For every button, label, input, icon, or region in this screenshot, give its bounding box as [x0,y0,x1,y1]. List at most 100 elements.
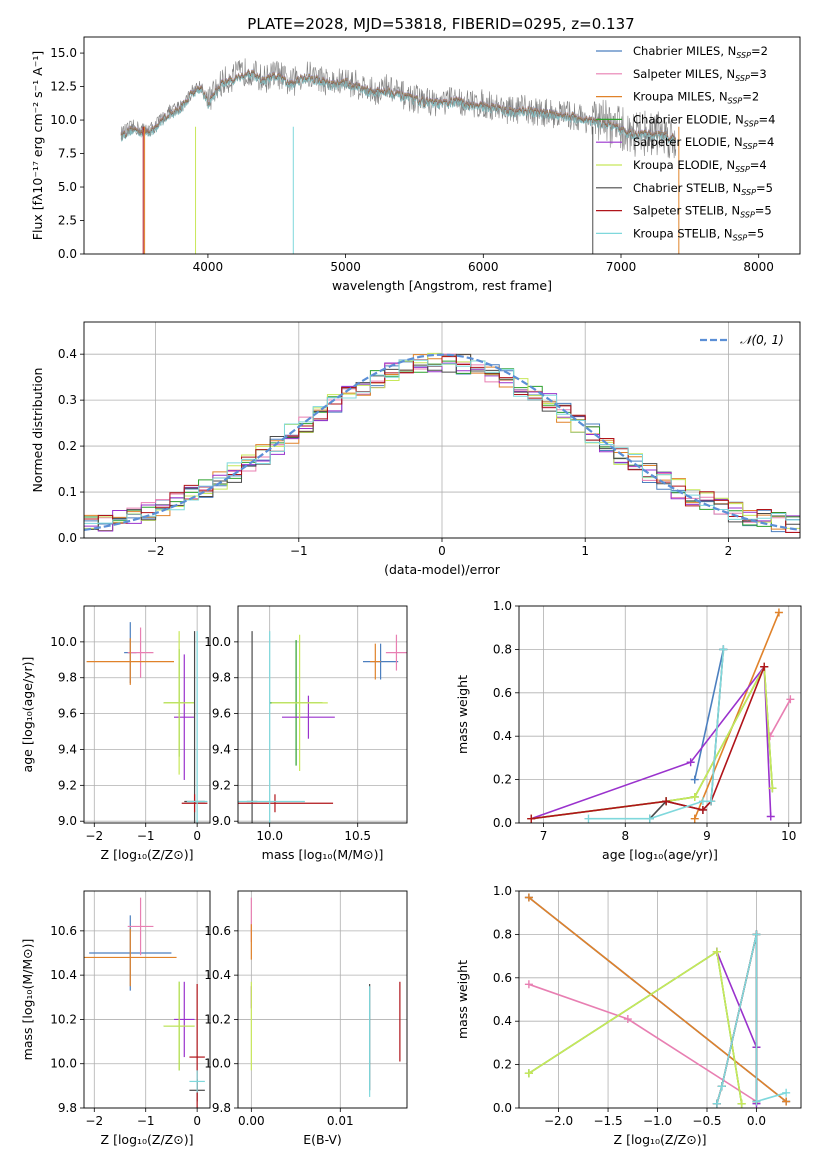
weight-line-kroupa-miles [693,612,780,819]
y-tick-label: 9.6 [58,707,77,721]
weight-line-chabrier-elodie [528,950,743,1104]
y-tick-label: 10.4 [204,968,231,982]
y-tick-label: 7.5 [58,147,77,161]
x-axis-label: Z [log₁₀(Z/Z⊙)] [101,847,194,862]
plot-area [84,897,205,1108]
weight-line-kroupa-elodie [531,663,774,820]
legend-label-chabrier-elodie: Chabrier ELODIE, NSSP=4 [633,112,775,128]
y-tick-label: 0.4 [493,1014,512,1028]
axes-frame [83,36,801,255]
weight-line-salpeter-stelib [531,666,765,820]
x-tick-label: 1 [581,544,589,558]
y-tick-label: 10.0 [50,113,77,127]
y-tick-label: 0.0 [493,1101,512,1115]
weight-point-kroupa-miles [782,1097,791,1106]
weight-point-kroupa-elodie [768,784,777,793]
x-axis-label: E(B-V) [303,1132,342,1147]
y-axis-label: Normed distribution [30,368,45,493]
y-axis-label: mass weight [455,960,470,1039]
y-tick-label: 0.6 [493,686,512,700]
weight-point-kroupa-stelib [584,814,593,823]
y-tick-label: 10.6 [204,924,231,938]
x-tick-label: 7000 [606,260,637,274]
y-tick-label: 15.0 [50,46,77,60]
weight-point-chabrier-miles [690,775,699,784]
x-tick-label: 5000 [330,260,361,274]
y-tick-label: 9.4 [58,742,77,756]
weight-point-kroupa-stelib [645,814,654,823]
axes-frame [237,890,408,1109]
x-tick-label: −1.5 [593,1114,622,1128]
weight-line-salpeter-miles [769,698,792,737]
legend-label-kroupa-elodie: Kroupa ELODIE, NSSP=4 [633,158,767,174]
x-tick-label: −1 [290,544,308,558]
y-tick-label: 9.2 [58,778,77,792]
x-axis-label: mass [log₁₀(M/M⊙)] [262,847,384,862]
weight-line-kroupa-miles [528,896,787,1103]
age-vs-metallicity-panel: −2 −1 0 9.0 9.2 9.4 9.6 9.8 10.0 Z [log₁₀(Z/Z⊙)] a… [20,605,211,862]
legend-label-kroupa-miles: Kroupa MILES, NSSP=2 [633,90,759,106]
x-tick-label: 10.5 [344,829,371,843]
weight-vs-age-panel: 7 8 9 10 0.0 0.2 0.4 0.6 0.8 1.0 age [log₁₀(age/yr… [455,599,802,862]
x-tick-label: −2 [85,829,103,843]
weight-point-kroupa-stelib [707,797,716,806]
weight-point-salpeter-stelib [760,662,769,671]
mass-vs-metallicity-panel: −2 −1 0 9.8 10.0 10.2 10.4 10.6 Z [log₁₀(Z/Z⊙)] m… [20,890,211,1147]
x-tick-label: −1.0 [643,1114,672,1128]
weight-point-salpeter-elodie [766,812,775,821]
y-tick-label: 0.8 [493,642,512,656]
y-tick-label: 10.4 [50,968,77,982]
x-tick-label: 6000 [468,260,499,274]
histogram-salpeter-elodie [84,359,800,532]
weight-point-salpeter-stelib [527,814,536,823]
y-tick-label: 9.8 [212,671,231,685]
axes-frame [518,605,802,824]
x-tick-label: 8000 [743,260,774,274]
y-tick-label: 1.0 [493,599,512,613]
histogram-salpeter-stelib [84,356,800,534]
legend-label-chabrier-miles: Chabrier MILES, NSSP=2 [633,44,768,60]
y-tick-label: 9.0 [212,814,231,828]
model-line-kroupa-stelib [120,71,677,144]
weight-point-kroupa-elodie [712,947,721,956]
x-tick-label: 0 [193,829,201,843]
weight-point-kroupa-stelib [782,1088,791,1097]
x-tick-label: −0.5 [692,1114,721,1128]
weight-point-salpeter-elodie [686,758,695,767]
y-tick-label: 0.0 [58,531,77,545]
x-axis-label: age [log₁₀(age/yr)] [602,847,718,862]
y-tick-label: 12.5 [50,80,77,94]
x-tick-label: 0 [193,1114,201,1128]
x-axis-label: Z [log₁₀(Z/Z⊙)] [101,1132,194,1147]
y-tick-label: 0.3 [58,393,77,407]
y-axis-label: age [log₁₀(age/yr)] [20,657,35,773]
y-tick-label: 0.0 [58,247,77,261]
plot-area [84,352,800,534]
y-tick-label: 0.1 [58,485,77,499]
weight-line-kroupa-elodie [528,950,743,1104]
weight-point-kroupa-elodie [524,1069,533,1078]
y-tick-label: 1.0 [493,884,512,898]
weight-point-kroupa-stelib [698,797,707,806]
legend-label-chabrier-stelib: Chabrier STELIB, NSSP=5 [633,181,773,197]
figure-title: PLATE=2028, MJD=53818, FIBERID=0295, z=0… [247,15,634,33]
x-tick-label: −1 [137,829,155,843]
y-tick-label: 5.0 [58,180,77,194]
y-tick-label: 9.0 [58,814,77,828]
plot-area [524,893,791,1108]
y-tick-label: 10.0 [204,635,231,649]
x-axis-label: (data-model)/error [384,562,501,577]
y-tick-label: 0.2 [493,773,512,787]
plot-area [527,608,795,823]
x-tick-label: 8 [621,829,629,843]
y-tick-label: 2.5 [58,214,77,228]
weight-point-kroupa-stelib [712,1099,721,1108]
x-tick-label: 10 [781,829,796,843]
weight-line-chabrier-elodie [531,663,774,820]
weight-point-kroupa-miles [524,893,533,902]
y-tick-label: 0.4 [493,729,512,743]
weight-point-salpeter-stelib [698,805,707,814]
axes-frame [83,605,211,824]
weight-point-salpeter-miles [623,1015,632,1024]
weight-point-kroupa-miles [774,608,783,617]
